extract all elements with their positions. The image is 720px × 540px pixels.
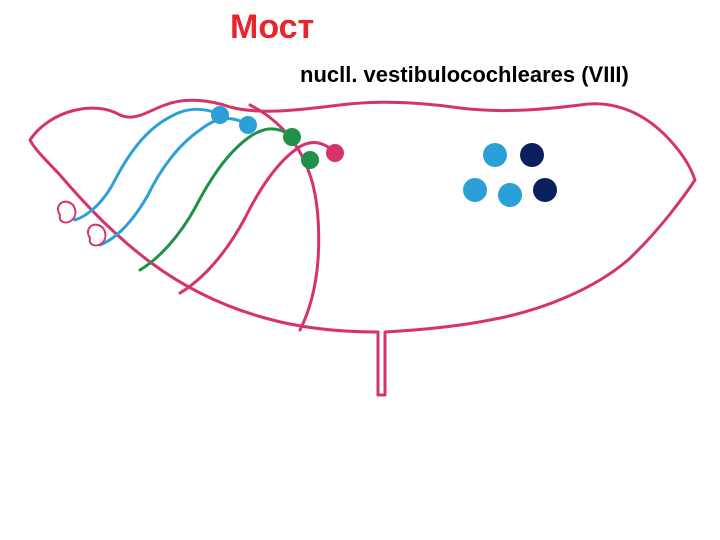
spiral-ganglion-0	[58, 202, 75, 223]
brainstem-diagram	[0, 0, 720, 540]
pons-outline	[30, 100, 695, 395]
nucleus-left-1	[239, 116, 257, 134]
nucleus-left-4	[326, 144, 344, 162]
nucleus-right-0	[483, 143, 507, 167]
nucleus-left-0	[211, 106, 229, 124]
nucleus-right-2	[463, 178, 487, 202]
spiral-ganglion-1	[88, 225, 105, 246]
nucleus-right-4	[533, 178, 557, 202]
nucleus-left-2	[283, 128, 301, 146]
nucleus-right-3	[498, 183, 522, 207]
nucleus-left-3	[301, 151, 319, 169]
nucleus-right-1	[520, 143, 544, 167]
